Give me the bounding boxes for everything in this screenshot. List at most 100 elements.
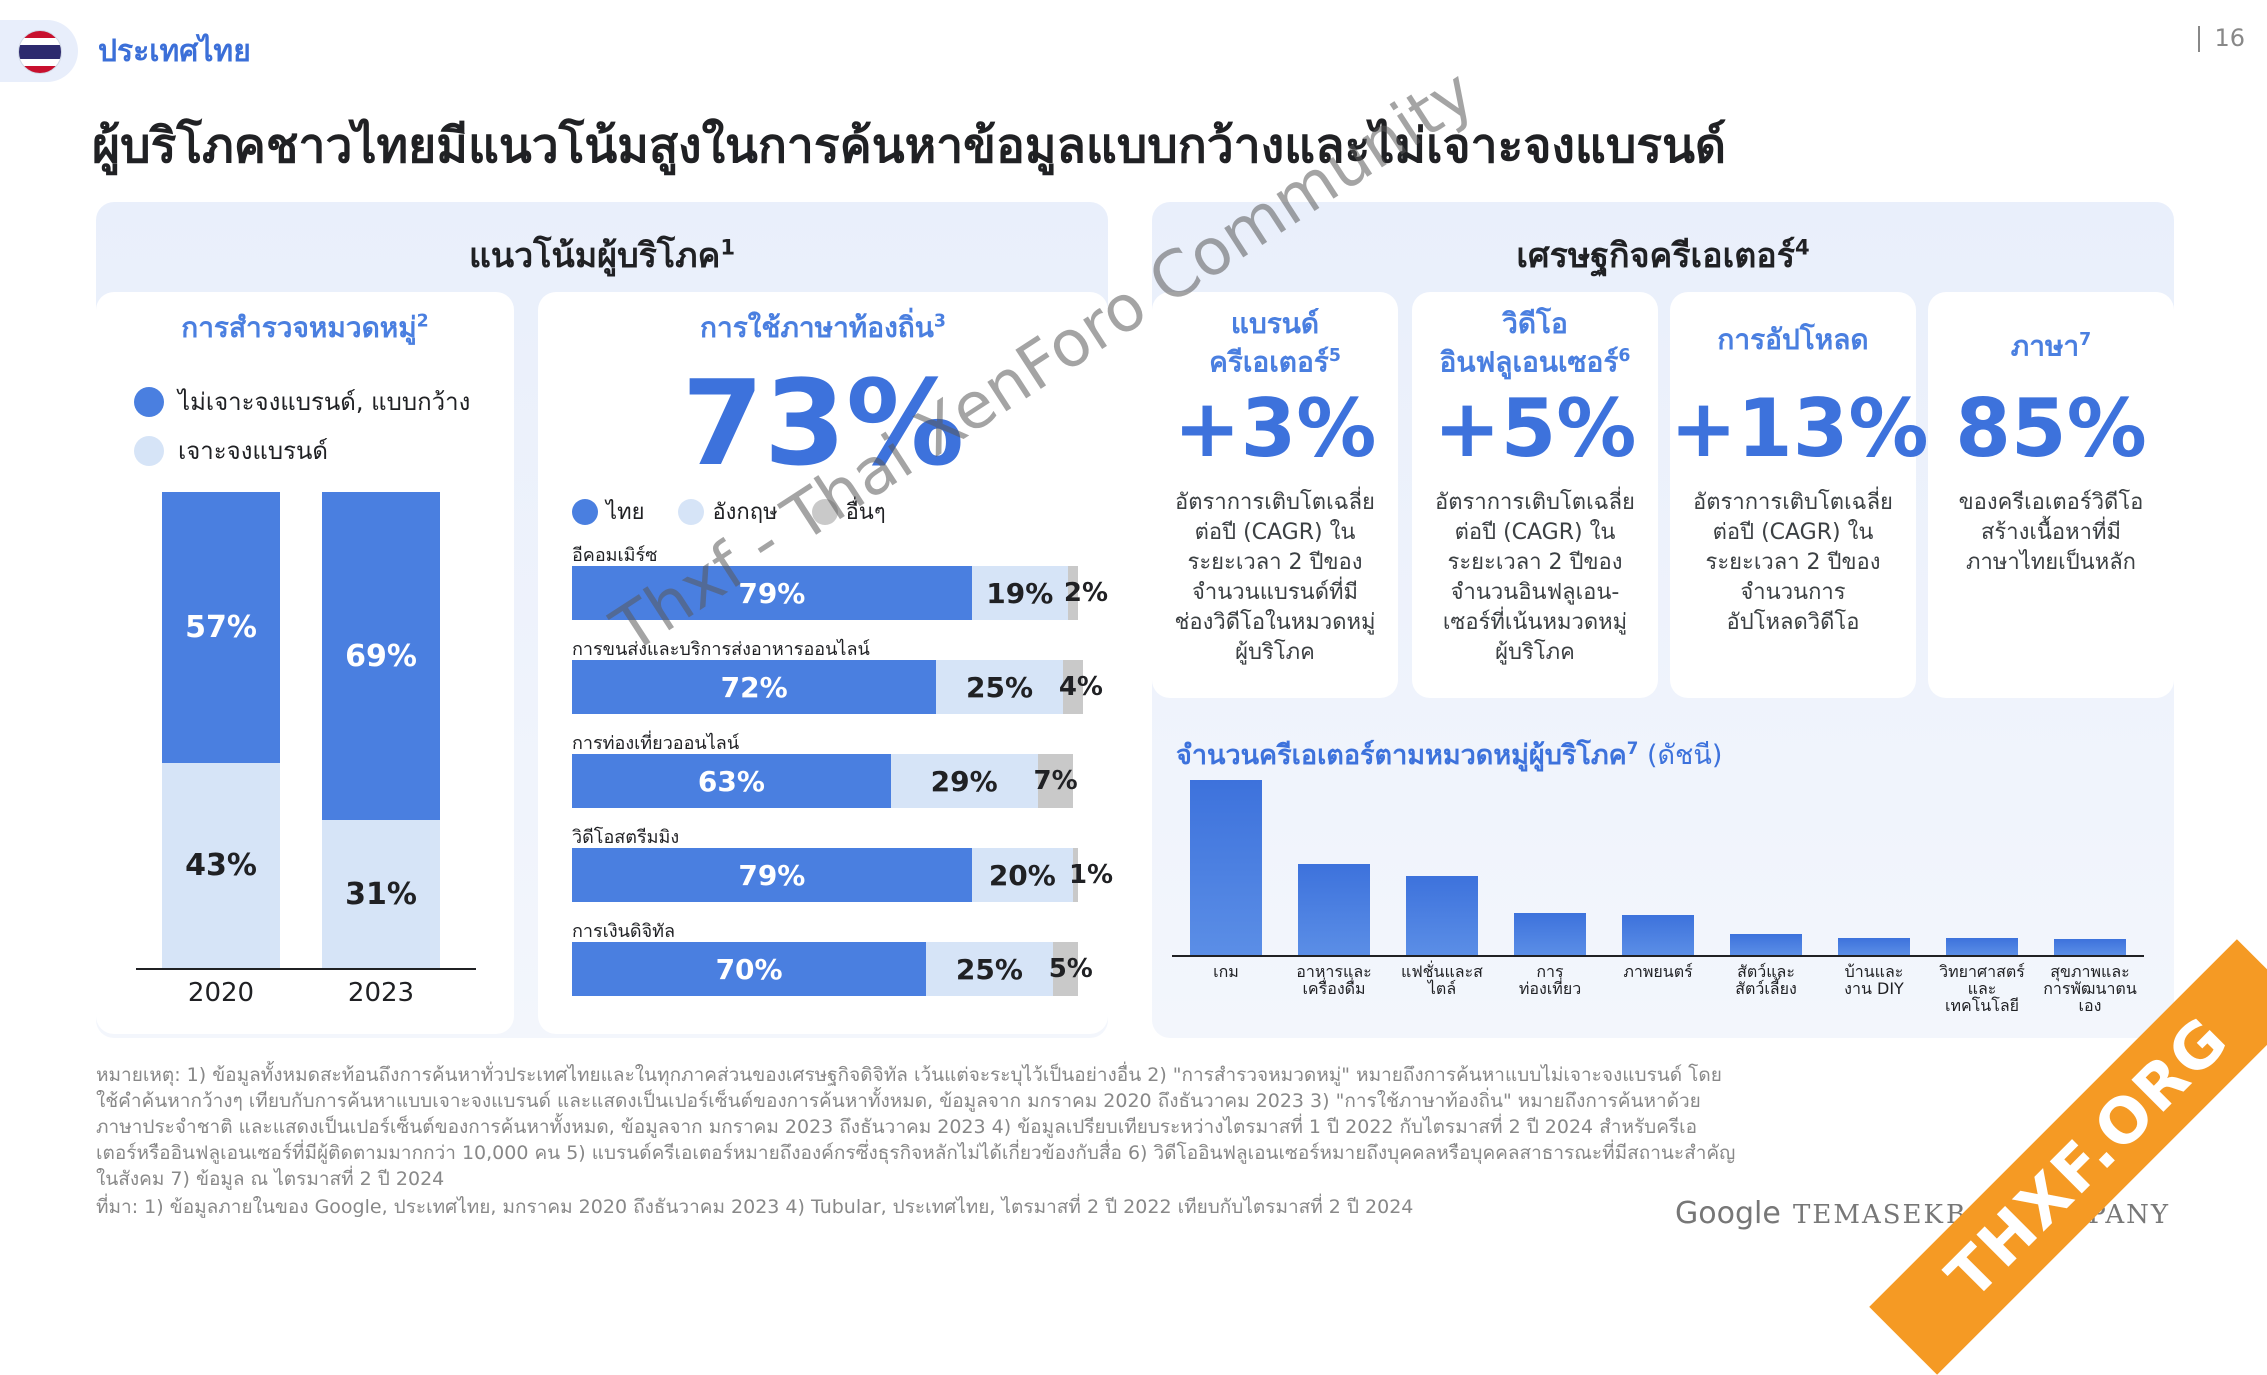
stat-title: การอัปโหลด (1717, 323, 1869, 356)
category-bar (1406, 876, 1478, 955)
data-label: 72% (720, 670, 788, 704)
tick-label: อาหารและ เครื่องดื่ม (1296, 962, 1372, 998)
category-label: การเงินดิจิทัล (572, 921, 676, 942)
stacked-bar: 31% 69% (322, 492, 440, 968)
data-label: 57% (185, 610, 257, 646)
data-label: 31% (345, 876, 417, 912)
bar-segment: 31% (322, 820, 440, 968)
bar-segment: 1% (1069, 848, 1113, 902)
data-label: 7% (1033, 766, 1078, 796)
local-language-value: 73% (681, 354, 965, 492)
data-label: 2% (1063, 578, 1109, 608)
tick-label: สุขภาพและ การพัฒนาตน เอง (2043, 962, 2137, 1015)
bar-segment: 20% (971, 848, 1073, 902)
creator-stat-card: ภาษา7 85% ของครีเอเตอร์วิดีโอ สร้างเนื้อหา… (1928, 292, 2174, 698)
bar-segment: 4% (1059, 660, 1103, 714)
stat-description: อัตราการเติบโตเฉลี่ย ต่อปี (CAGR) ใน ระย… (1693, 490, 1893, 635)
category-label: อีคอมเมิร์ซ (572, 545, 658, 566)
tick-label: สัตว์และ สัตว์เลี้ยง (1735, 962, 1797, 998)
bar-segment: 25% (926, 942, 1053, 996)
category-search-title: การสำรวจหมวดหมู่2 (181, 311, 429, 344)
legend-item: ไม่เจาะจงแบรนด์, แบบกว้าง (134, 382, 470, 421)
flag-tab (0, 20, 78, 82)
category-legend: ไม่เจาะจงแบรนด์, แบบกว้าง เจาะจงแบรนด์ (134, 382, 470, 470)
creator-stat-card: วิดีโอ อินฟลูเอนเซอร์6 +5% อัตราการเติบโตเฉ… (1412, 292, 1658, 698)
data-label: 1% (1068, 860, 1114, 890)
data-label: 29% (930, 764, 998, 798)
creator-stat-card: แบรนด์ ครีเอเตอร์5 +3% อัตราการเติบโตเฉลี่ย… (1152, 292, 1398, 698)
x-axis-line (136, 968, 476, 970)
category-label: การท่องเที่ยวออนไลน์ (572, 733, 740, 754)
horizontal-bar: 70% 25% 5% (572, 942, 1093, 996)
data-label: 79% (738, 858, 806, 892)
tick-label: แฟชั่นและส ไตล์ (1401, 962, 1483, 998)
bar-segment: 79% (572, 848, 972, 902)
local-language-legend: ไทย อังกฤษ อื่นๆ (572, 494, 886, 529)
temasek-logo: TEMASEK (1793, 1200, 1945, 1230)
category-bar (1298, 864, 1370, 955)
stat-value: 85% (1955, 382, 2147, 475)
country-label: ประเทศไทย (98, 34, 251, 69)
creator-category-chart: เกม อาหารและ เครื่องดื่ม แฟชั่นและส ไตล์ กา… (1172, 780, 2144, 1020)
horizontal-bar: 72% 25% 4% (572, 660, 1103, 714)
local-language-bar-chart: อีคอมเมิร์ซ 79% 19% 2% การขนส่งและบริการส่งอ… (572, 540, 1113, 1020)
data-label: 69% (345, 638, 417, 674)
footnotes: หมายเหตุ: 1) ข้อมูลทั้งหมดสะท้อนถึงการค้… (96, 1062, 1736, 1220)
tick-label: ภาพยนตร์ (1623, 962, 1693, 981)
legend-item: ไทย (572, 494, 644, 529)
legend-swatch (572, 498, 598, 525)
tick-label: 2023 (347, 978, 415, 1008)
page-title: ผู้บริโภคชาวไทยมีแนวโน้มสูงในการค้นหาข้อ… (92, 118, 1727, 174)
tick-label: วิทยาศาสตร์ และ เทคโนโลยี (1939, 962, 2025, 1015)
stat-value: +3% (1173, 382, 1377, 475)
bar-segment: 69% (322, 492, 440, 821)
legend-item: อื่นๆ (811, 494, 886, 529)
tick-label: 2020 (187, 978, 255, 1008)
category-bar (2054, 939, 2126, 955)
category-stacked-chart: 43% 57% 2020 31% 69% 2023 (136, 492, 476, 1018)
bar-segment: 63% (572, 754, 891, 808)
stat-title: แบรนด์ ครีเอเตอร์5 (1209, 307, 1341, 379)
legend-swatch (811, 498, 838, 525)
category-bar (1622, 914, 1694, 955)
google-logo: Google (1675, 1196, 1781, 1231)
stat-description: อัตราการเติบโตเฉลี่ย ต่อปี (CAGR) ใน ระย… (1174, 490, 1376, 665)
notes-text: หมายเหตุ: 1) ข้อมูลทั้งหมดสะท้อนถึงการค้… (96, 1064, 1736, 1190)
data-label: 20% (988, 858, 1056, 892)
bar-segment: 43% (162, 763, 280, 968)
bar-segment: 70% (572, 942, 927, 996)
horizontal-bar: 79% 20% 1% (572, 848, 1113, 902)
data-label: 79% (738, 576, 806, 610)
stat-value: +13% (1670, 382, 1929, 475)
data-label: 4% (1058, 672, 1103, 702)
legend-swatch (134, 435, 164, 466)
data-label: 43% (185, 848, 257, 884)
category-label: วิดีโอสตรีมมิง (572, 827, 680, 848)
bar-segment: 19% (971, 566, 1068, 620)
tick-label: การ ท่องเที่ยว (1518, 962, 1582, 998)
legend-swatch (678, 498, 705, 525)
x-axis-line (1172, 955, 2144, 957)
data-label: 19% (986, 576, 1054, 610)
page-number: 16 (2198, 24, 2245, 52)
category-label: การขนส่งและบริการส่งอาหารออนไลน์ (572, 639, 870, 660)
tick-label: เกม (1213, 962, 1239, 981)
stat-description: ของครีเอเตอร์วิดีโอ สร้างเนื้อหาที่มี ภา… (1958, 490, 2144, 575)
bar-segment: 57% (162, 492, 280, 764)
thai-flag-icon (18, 30, 62, 74)
local-language-title: การใช้ภาษาท้องถิ่น3 (700, 311, 946, 344)
stat-title: วิดีโอ อินฟลูเอนเซอร์6 (1439, 307, 1631, 379)
data-label: 25% (955, 952, 1023, 986)
page-number-value: 16 (2214, 24, 2245, 52)
horizontal-bar: 63% 29% 7% (572, 754, 1078, 808)
bar-segment: 25% (936, 660, 1063, 714)
category-search-card: การสำรวจหมวดหมู่2 ไม่เจาะจงแบรนด์, แบบกว… (96, 292, 514, 1034)
bar-segment: 7% (1034, 754, 1078, 808)
bar-segment: 79% (572, 566, 972, 620)
stat-title: ภาษา7 (2010, 329, 2092, 363)
legend-item: เจาะจงแบรนด์ (134, 431, 470, 470)
source-text: ที่มา: 1) ข้อมูลภายในของ Google, ประเทศไ… (96, 1196, 1414, 1218)
consumer-trends-title: แนวโน้มผู้บริโภค1 (468, 234, 736, 276)
creator-chart-title: จำนวนครีเอเตอร์ตามหมวดหมู่ผู้บริโภค7 (ดั… (1176, 738, 1723, 771)
bar-segment: 2% (1064, 566, 1108, 620)
